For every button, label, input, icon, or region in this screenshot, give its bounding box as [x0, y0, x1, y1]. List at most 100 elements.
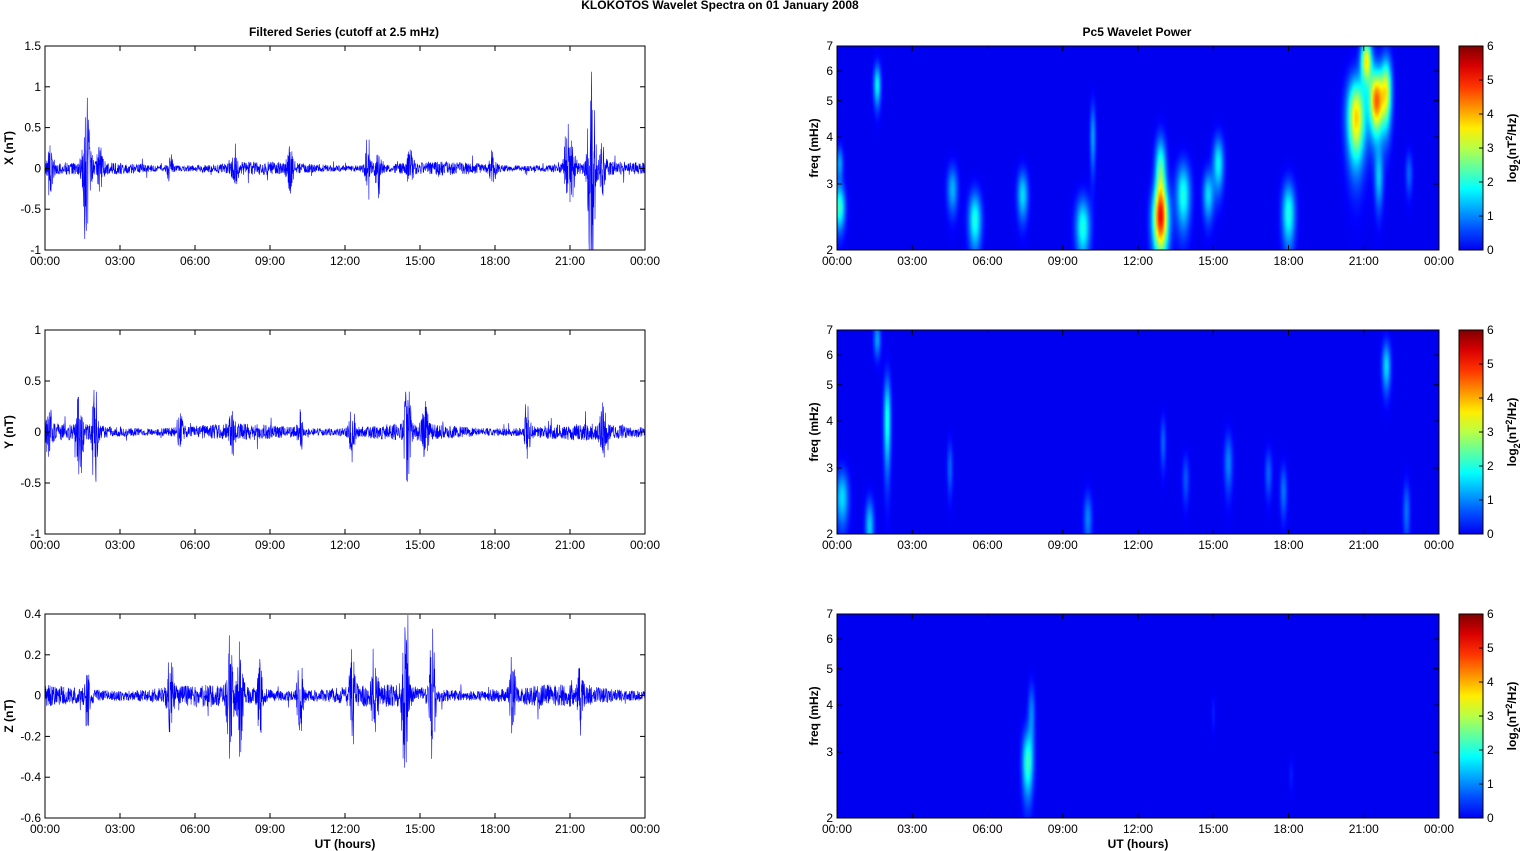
y-axis-label: freq (mHz)	[807, 686, 821, 745]
y-axis-label: Y (nT)	[2, 415, 16, 449]
x-tick-label: 00:00	[822, 538, 852, 552]
x-tick-label: 21:00	[1349, 538, 1379, 552]
y-tick-label: 0	[34, 425, 41, 439]
y-tick-label: 7	[826, 323, 833, 337]
y-tick-label: 2	[826, 243, 833, 257]
y-tick-label: -0.2	[20, 729, 41, 743]
left-column-title: Filtered Series (cutoff at 2.5 mHz)	[249, 25, 439, 39]
y-tick-label: 1	[34, 323, 41, 337]
x-tick-label: 00:00	[1424, 254, 1454, 268]
y-tick-label: 4	[826, 698, 833, 712]
y-tick-label: 4	[826, 130, 833, 144]
x-tick-label: 03:00	[105, 538, 135, 552]
colorbar-tick-label: 2	[1487, 743, 1494, 757]
series-line	[44, 71, 646, 251]
x-tick-label: 18:00	[480, 254, 510, 268]
x-tick-label: 15:00	[405, 822, 435, 836]
y-tick-label: 1.5	[24, 39, 41, 53]
colorbar-tick-label: 2	[1487, 459, 1494, 473]
x-tick-label: 18:00	[1273, 254, 1303, 268]
x-tick-label: 18:00	[480, 538, 510, 552]
heatmap-panel-4: 2 3 4 5 6 7 00:00 03:00 06:00 09:00 12:00 15:00 18:0…	[807, 323, 1522, 552]
x-axis-label: UT (hours)	[315, 837, 376, 851]
colorbar-tick-label: 4	[1487, 107, 1494, 121]
colorbar-tick-label: 6	[1487, 607, 1494, 621]
line-panel-0: -1 -0.5 0 0.5 1 1.5 00:00 03:00 06:00 09:00 12:00 1…	[2, 39, 660, 268]
x-tick-label: 00:00	[822, 822, 852, 836]
x-tick-label: 00:00	[30, 538, 60, 552]
colorbar-tick-label: 6	[1487, 39, 1494, 53]
x-tick-label: 06:00	[972, 254, 1002, 268]
wavelet-power-image	[837, 330, 1439, 534]
y-tick-label: 0	[34, 161, 41, 175]
x-tick-label: 09:00	[255, 822, 285, 836]
colorbar-tick-label: 3	[1487, 141, 1494, 155]
y-tick-label: 0.2	[24, 648, 41, 662]
right-column-title: Pc5 Wavelet Power	[1083, 25, 1192, 39]
x-tick-label: 06:00	[972, 538, 1002, 552]
line-panel-1: -1 -0.5 0 0.5 1 00:00 03:00 06:00 09:00 12:00 15:0…	[2, 323, 660, 552]
plot-area	[45, 614, 645, 818]
colorbar-tick-label: 0	[1487, 527, 1494, 541]
y-tick-label: 0.5	[24, 121, 41, 135]
x-axis-label: UT (hours)	[1108, 837, 1169, 851]
x-tick-label: 12:00	[330, 254, 360, 268]
x-tick-label: 12:00	[1123, 254, 1153, 268]
colorbar-tick-label: 5	[1487, 641, 1494, 655]
x-tick-label: 18:00	[1273, 538, 1303, 552]
colorbar-tick-label: 4	[1487, 675, 1494, 689]
y-tick-label: 2	[826, 527, 833, 541]
colorbar-tick-label: 6	[1487, 323, 1494, 337]
x-tick-label: 18:00	[1273, 822, 1303, 836]
x-tick-label: 03:00	[897, 538, 927, 552]
x-tick-label: 21:00	[1349, 254, 1379, 268]
colorbar-tick-label: 1	[1487, 777, 1494, 791]
line-panel-2: -0.6 -0.4 -0.2 0 0.2 0.4 00:00 03:00 06:00 09:00 1…	[2, 607, 660, 851]
x-tick-label: 03:00	[105, 822, 135, 836]
y-tick-label: 5	[826, 662, 833, 676]
figure-title: KLOKOTOS Wavelet Spectra on 01 January 2…	[581, 0, 859, 12]
y-axis-label: freq (mHz)	[807, 402, 821, 461]
y-tick-label: 6	[826, 64, 833, 78]
y-tick-label: -0.6	[20, 811, 41, 825]
colorbar-tick-label: 0	[1487, 811, 1494, 825]
y-tick-label: 5	[826, 378, 833, 392]
x-tick-label: 09:00	[1048, 822, 1078, 836]
x-tick-label: 00:00	[30, 822, 60, 836]
y-tick-label: 4	[826, 414, 833, 428]
y-tick-label: -0.4	[20, 770, 41, 784]
x-tick-label: 09:00	[255, 538, 285, 552]
x-tick-label: 12:00	[330, 538, 360, 552]
y-tick-label: 5	[826, 94, 833, 108]
series-line	[44, 389, 646, 482]
colorbar-tick-label: 0	[1487, 243, 1494, 257]
heatmap-panel-5: 2 3 4 5 6 7 00:00 03:00 06:00 09:00 12:00 15:00 18:0…	[807, 607, 1522, 851]
colorbar-tick-label: 3	[1487, 709, 1494, 723]
colorbar-tick-label: 3	[1487, 425, 1494, 439]
colorbar-label: log2(nT2/Hz)	[1504, 114, 1522, 183]
y-tick-label: 3	[826, 461, 833, 475]
x-tick-label: 18:00	[480, 822, 510, 836]
y-tick-label: 1	[34, 80, 41, 94]
x-tick-label: 21:00	[555, 254, 585, 268]
x-tick-label: 00:00	[822, 254, 852, 268]
x-tick-label: 15:00	[1198, 538, 1228, 552]
colorbar-tick-label: 1	[1487, 209, 1494, 223]
colorbar-tick-label: 4	[1487, 391, 1494, 405]
y-tick-label: 2	[826, 811, 833, 825]
series-line	[44, 615, 646, 768]
x-tick-label: 00:00	[630, 822, 660, 836]
x-tick-label: 09:00	[255, 254, 285, 268]
x-tick-label: 12:00	[1123, 538, 1153, 552]
y-axis-label: Z (nT)	[2, 699, 16, 732]
x-tick-label: 15:00	[405, 254, 435, 268]
colorbar-label: log2(nT2/Hz)	[1504, 398, 1522, 467]
y-tick-label: 0	[34, 689, 41, 703]
x-tick-label: 06:00	[972, 822, 1002, 836]
colorbar-tick-label: 1	[1487, 493, 1494, 507]
x-tick-label: 03:00	[897, 254, 927, 268]
x-tick-label: 00:00	[30, 254, 60, 268]
x-tick-label: 00:00	[1424, 822, 1454, 836]
colorbar-label: log2(nT2/Hz)	[1504, 682, 1522, 751]
y-tick-label: -1	[30, 243, 41, 257]
